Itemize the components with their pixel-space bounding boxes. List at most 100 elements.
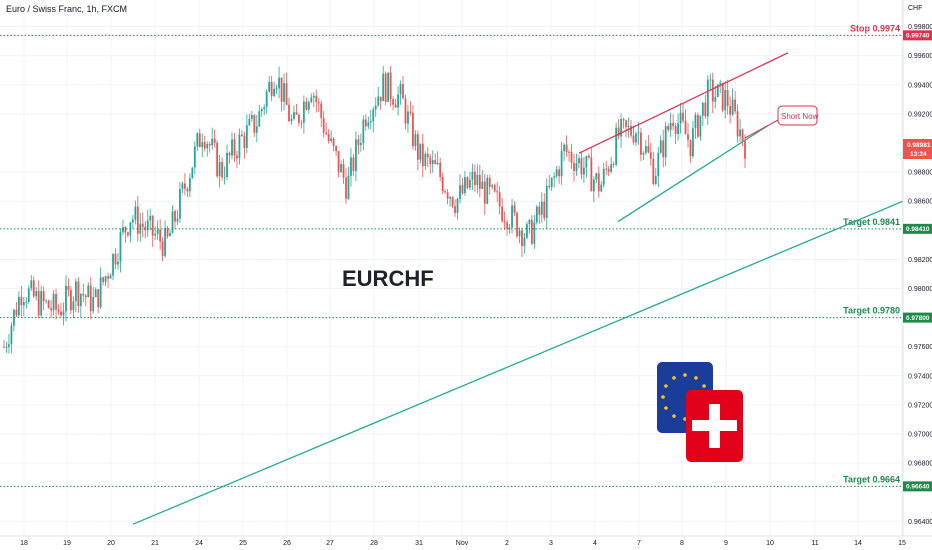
candle-body [364, 119, 367, 127]
candle-body [260, 109, 263, 112]
resistance-line[interactable] [578, 52, 789, 154]
candle-body [508, 227, 511, 229]
candle-body [47, 300, 50, 309]
candle-body [612, 164, 615, 165]
candle-body [535, 206, 538, 223]
time-axis[interactable]: 18 19 20 21 24 25 26 27 28 31 Nov 2 3 4 7 8 9 10 11 14 15 [0, 535, 932, 547]
candle-body [298, 114, 300, 123]
price-tick-label: 0.97400 [908, 373, 932, 380]
candle-body [407, 111, 409, 124]
price-tick-label: 0.98000 [908, 286, 932, 293]
candle-body [3, 346, 5, 348]
candle-body [731, 99, 734, 115]
candle-body [456, 198, 459, 213]
candle-body [687, 134, 689, 140]
candle-body [275, 88, 278, 90]
candle-body [662, 140, 665, 158]
time-tick-label: 3 [549, 540, 553, 547]
candle-body [498, 192, 501, 207]
candle-body [672, 122, 675, 127]
time-tick-label: 8 [680, 540, 684, 547]
candle-body [231, 139, 233, 156]
candle-body [60, 311, 62, 316]
candle-body [387, 72, 390, 102]
candle-body [491, 185, 494, 187]
candle-body [325, 132, 328, 135]
candle-body [620, 119, 622, 137]
candle-body [45, 300, 48, 302]
candle-body [136, 206, 139, 234]
candle-body [79, 294, 82, 306]
candle-body [89, 285, 92, 312]
candle-body [399, 84, 402, 95]
candle-body [94, 289, 97, 297]
candle-body [739, 129, 741, 137]
candle-body [223, 177, 226, 178]
price-tick-label: 0.98800 [908, 170, 932, 177]
time-tick-label: 24 [195, 540, 203, 547]
candle-body [496, 191, 499, 193]
candle-body [513, 205, 516, 213]
price-levels: Stop 0.9974 Target 0.9841 Target 0.9780 Tar… [0, 23, 903, 487]
candle-body [159, 229, 162, 242]
candle-body [258, 111, 261, 127]
candle-body [144, 226, 147, 231]
long-support-line[interactable] [132, 200, 904, 525]
candle-body [362, 119, 365, 143]
candle-body [506, 222, 508, 229]
candle-body [273, 88, 276, 96]
candle-body [226, 152, 228, 178]
candle-body [22, 302, 25, 306]
candle-body [538, 206, 541, 215]
candle-body [315, 95, 318, 103]
candle-body [642, 152, 645, 155]
candle-body [699, 115, 702, 137]
candle-body [669, 122, 672, 130]
candle-body [186, 188, 189, 192]
time-tick-label: 18 [20, 540, 28, 547]
channel-support-line[interactable] [617, 124, 769, 223]
candle-body [605, 168, 608, 170]
candle-body [392, 99, 394, 105]
price-tick-label: 0.98200 [908, 257, 932, 264]
candle-body [350, 157, 352, 176]
candle-body [265, 91, 268, 108]
candle-body [32, 280, 35, 297]
candle-body [431, 160, 434, 165]
level-badge-text: 0.98410 [906, 226, 930, 233]
candle-body [734, 99, 736, 112]
candle-body [62, 311, 65, 316]
level-badge [903, 312, 932, 323]
candle-body [164, 227, 166, 256]
candle-body [10, 325, 13, 345]
current-price-badge: 0.98981 13:24 [903, 139, 932, 159]
candle-body [280, 77, 283, 102]
candle-body [449, 197, 451, 199]
level-label: Target 0.9664 [843, 474, 900, 484]
level-label: Target 0.9780 [843, 306, 900, 316]
candle-body [112, 253, 114, 276]
trend-lines[interactable] [132, 52, 904, 525]
candle-body [473, 171, 476, 186]
candle-body [384, 73, 387, 102]
candle-body [359, 142, 362, 146]
candle-body [454, 206, 456, 213]
price-tick-label: 0.99800 [908, 24, 932, 31]
candle-body [330, 138, 333, 141]
candle-body [565, 144, 568, 152]
candle-body [659, 140, 662, 153]
candle-body [640, 132, 642, 155]
candle-body [595, 173, 598, 180]
candle-body [117, 261, 119, 265]
candle-body [357, 139, 360, 146]
short-now-callout[interactable]: Short Now [744, 105, 819, 139]
price-tick-label: 0.96400 [908, 519, 932, 526]
candle-body [439, 162, 442, 177]
price-tick-label: 0.97600 [908, 344, 932, 351]
candle-body [414, 134, 417, 147]
time-tick-label: 27 [326, 540, 334, 547]
callout-pointer [744, 119, 779, 139]
candle-body [404, 98, 407, 124]
price-axis[interactable]: CHF 0.99800 0.99600 0.99400 0.99200 0.98800 0… [902, 0, 932, 550]
